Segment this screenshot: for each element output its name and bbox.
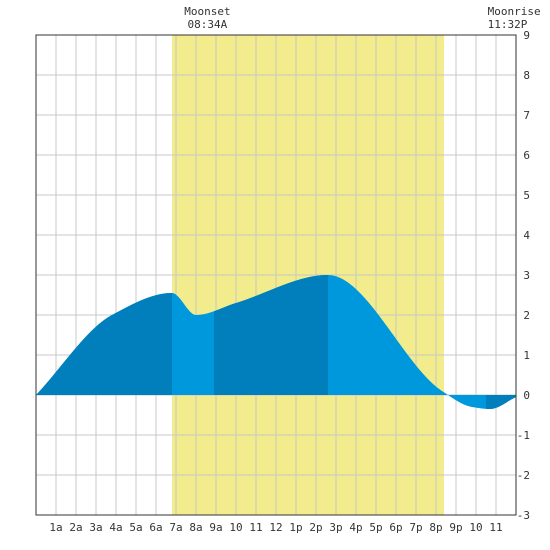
x-tick-label: 3p [329,521,342,534]
x-tick-label: 6a [149,521,162,534]
x-tick-labels: 1a 2a 3a 4a 5a 6a 7a 8a 9a 10 11 12 1p 2p 3p 4p 5p 6p 7p 8p… [49,521,502,534]
y-tick-label: 0 [523,389,530,402]
x-tick-label: 9p [449,521,462,534]
moon-event-label: Moonrise [488,5,541,18]
x-tick-label: 2p [309,521,322,534]
x-tick-label: 12 [269,521,282,534]
tide-area-dark-band [486,395,516,409]
x-tick-label: 3a [89,521,102,534]
x-tick-label: 9a [209,521,222,534]
y-tick-label: -2 [517,469,530,482]
tide-area-dark-band [36,293,172,395]
moon-event-label: Moonset [184,5,230,18]
y-tick-label: -1 [517,429,530,442]
x-tick-label: 1p [289,521,302,534]
x-tick-label: 4p [349,521,362,534]
y-tick-label: 3 [523,269,530,282]
x-tick-label: 1a [49,521,62,534]
y-tick-label: 1 [523,349,530,362]
x-tick-label: 2a [69,521,82,534]
y-tick-labels: -3 -2 -1 0 1 2 3 4 5 6 7 8 9 [517,29,531,522]
x-tick-label: 7a [169,521,182,534]
y-tick-label: 6 [523,149,530,162]
moon-event-time: 08:34A [188,18,228,31]
x-tick-label: 7p [409,521,422,534]
y-tick-label: 8 [523,69,530,82]
tide-area-layer [36,275,516,409]
plot-border [35,34,517,516]
x-tick-label: 10 [229,521,242,534]
x-tick-label: 6p [389,521,402,534]
y-tick-label: -3 [517,509,530,522]
x-tick-label: 10 [469,521,482,534]
x-tick-label: 8p [429,521,442,534]
x-tick-label: 5p [369,521,382,534]
x-tick-label: 11 [489,521,502,534]
x-tick-label: 5a [129,521,142,534]
tide-area-dark-band [214,275,328,395]
x-tick-label: 11 [249,521,262,534]
y-tick-label: 9 [523,29,530,42]
y-tick-label: 2 [523,309,530,322]
y-tick-label: 5 [523,189,530,202]
y-tick-label: 4 [523,229,530,242]
x-tick-label: 4a [109,521,122,534]
y-tick-label: 7 [523,109,530,122]
x-tick-label: 8a [189,521,202,534]
moon-event-time: 11:32P [488,18,528,31]
